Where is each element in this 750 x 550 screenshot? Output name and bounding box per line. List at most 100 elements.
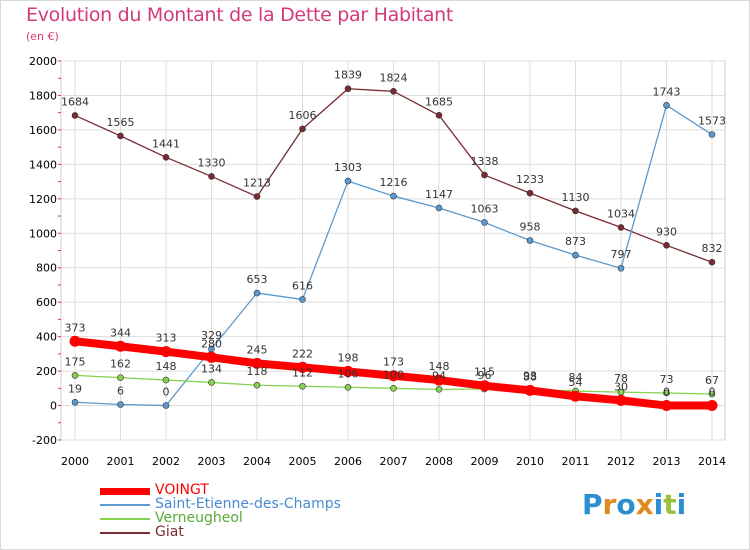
data-label: 832: [702, 242, 723, 255]
y-tick-label: 2000: [29, 55, 57, 68]
legend-label: Saint-Etienne-des-Champs: [155, 496, 341, 512]
x-tick-label: 2007: [380, 455, 408, 468]
y-tick-label: 1800: [29, 89, 57, 102]
logo-letter: o: [616, 488, 636, 521]
logo-letter: P: [582, 488, 603, 521]
data-point: [435, 111, 443, 119]
data-label: 175: [65, 355, 86, 368]
data-label: 73: [660, 373, 674, 386]
data-point: [617, 224, 625, 231]
data-point: [344, 177, 352, 185]
data-label: 1824: [380, 71, 408, 84]
data-label: 112: [292, 366, 313, 379]
logo-letter: i: [676, 488, 687, 521]
y-tick-label: 1000: [29, 227, 57, 240]
data-label: 134: [201, 362, 222, 375]
data-point: [706, 400, 718, 412]
data-label: 198: [338, 351, 359, 364]
x-tick-label: 2010: [516, 455, 544, 468]
data-point: [344, 383, 352, 391]
data-label: 30: [614, 380, 628, 393]
data-label: 1743: [653, 85, 681, 98]
y-tick-label: 1200: [29, 193, 57, 206]
data-label: 0: [663, 386, 670, 399]
y-tick-label: -200: [32, 434, 57, 447]
data-label: 115: [474, 366, 495, 379]
data-label: 1063: [471, 202, 499, 215]
legend-label: Verneugheol: [155, 510, 243, 526]
data-label: 1330: [198, 156, 226, 169]
data-label: 106: [338, 367, 359, 380]
data-point: [572, 207, 579, 215]
data-label: 1216: [380, 176, 408, 189]
x-tick-label: 2001: [107, 455, 135, 468]
logo-letter: t: [663, 488, 677, 521]
data-label: 280: [201, 337, 222, 350]
data-label: 373: [65, 321, 86, 334]
data-point: [708, 390, 716, 398]
data-point: [208, 379, 215, 386]
axis-layer: -200020040060080010001200140016001800200…: [29, 55, 726, 468]
y-tick-label: 1600: [29, 124, 57, 137]
data-label: 162: [110, 358, 131, 371]
data-point: [299, 125, 306, 133]
data-label: 245: [247, 343, 268, 356]
series-layer: [69, 85, 718, 412]
data-label: 1839: [334, 69, 362, 82]
x-tick-label: 2002: [152, 455, 180, 468]
data-label: 797: [611, 248, 632, 261]
data-point: [162, 154, 170, 161]
x-tick-label: 2004: [243, 455, 271, 468]
data-label: 616: [292, 279, 313, 292]
data-point: [299, 296, 306, 303]
data-label: 1130: [562, 191, 590, 204]
data-label: 67: [705, 374, 719, 387]
data-label: 19: [68, 382, 82, 395]
legend-swatch: [100, 532, 150, 534]
x-tick-label: 2003: [198, 455, 226, 468]
logo-letter: r: [602, 488, 617, 521]
data-point: [253, 289, 261, 297]
logo-letter: i: [653, 488, 664, 521]
data-point: [299, 382, 306, 390]
x-tick-label: 2008: [425, 455, 453, 468]
data-point: [663, 389, 670, 397]
chart-subtitle: (en €): [26, 30, 59, 43]
data-point: [435, 204, 443, 212]
data-point: [390, 88, 397, 95]
x-tick-label: 2005: [289, 455, 317, 468]
data-label: 173: [383, 356, 404, 369]
legend-swatch: [100, 518, 150, 520]
data-point: [433, 374, 445, 386]
data-point: [253, 193, 261, 200]
data-point: [251, 357, 263, 369]
data-label: 0: [709, 386, 716, 399]
data-point: [388, 370, 399, 382]
data-point: [253, 381, 261, 389]
data-point: [71, 398, 79, 406]
y-tick-label: 600: [36, 296, 57, 309]
data-label: 1213: [243, 177, 271, 190]
data-label: 148: [429, 360, 450, 373]
legend-label: Giat: [155, 524, 184, 540]
data-label: 958: [520, 221, 541, 234]
data-label: 344: [110, 326, 131, 339]
data-label: 96: [478, 369, 492, 382]
data-point: [663, 101, 670, 109]
logo-letter: x: [635, 488, 654, 521]
legend-swatch: [100, 504, 150, 506]
data-point: [524, 384, 536, 396]
proxiti-logo: Proxiti: [582, 488, 686, 521]
label-layer: 1684 1565 1441 1330 1213 1606 1839 1824 1685 1338…: [61, 69, 726, 399]
data-point: [117, 401, 124, 408]
data-point: [71, 112, 79, 119]
data-label: 1338: [471, 155, 499, 168]
data-point: [162, 376, 170, 384]
data-label: 6: [117, 385, 124, 398]
data-label: 313: [156, 332, 177, 345]
data-label: 93: [523, 370, 537, 383]
data-point: [708, 131, 716, 138]
data-point: [117, 374, 124, 381]
data-point: [390, 192, 397, 200]
